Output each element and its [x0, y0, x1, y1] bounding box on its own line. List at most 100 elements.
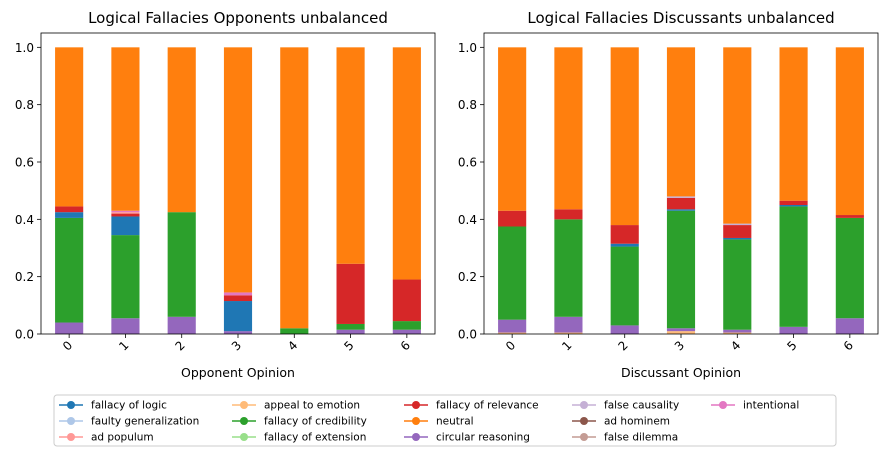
chart-panel-opponents: Logical Fallacies Opponents unbalanced 0.… — [15, 9, 436, 380]
bar-segment-fallacy-of-credibility-5 — [779, 206, 808, 327]
y-tick-label: 0.4 — [15, 213, 34, 227]
legend-label: ad hominem — [604, 416, 670, 428]
legend-label: appeal to emotion — [264, 400, 360, 412]
bar-segment-fallacy-of-relevance-0 — [55, 206, 84, 213]
legend-item-false-dilemma: false dilemma — [572, 432, 678, 444]
bar-segment-neutral-1 — [554, 47, 583, 210]
legend-label: fallacy of relevance — [436, 400, 539, 412]
bar-segment-fallacy-of-relevance-0 — [498, 210, 527, 227]
bar-segment-circular-reasoning-5 — [779, 326, 808, 334]
bar-segment-appeal-to-emotion-4 — [723, 332, 752, 334]
bar-segment-fallacy-of-logic-0 — [55, 212, 84, 218]
y-tick-label: 0.0 — [15, 328, 34, 342]
bar-segment-neutral-2 — [610, 47, 639, 226]
bar-segment-fallacy-of-credibility-6 — [835, 217, 864, 319]
legend-marker — [412, 417, 420, 425]
legend-item-false-causality: false causality — [572, 400, 679, 412]
legend-marker — [240, 401, 248, 409]
legend-marker — [412, 401, 420, 409]
bar-segment-neutral-2 — [167, 47, 196, 213]
x-tick-label: 0 — [60, 338, 75, 353]
bar-segment-fallacy-of-relevance-3 — [666, 197, 696, 210]
y-tick-label: 0.8 — [15, 98, 34, 112]
bar-segment-intentional-1 — [111, 210, 140, 213]
bar-segment-fallacy-of-credibility-1 — [111, 235, 140, 319]
bar-segment-fallacy-of-credibility-4 — [723, 239, 752, 330]
bar-segment-neutral-0 — [55, 47, 84, 207]
x-tick-label: 0 — [503, 338, 518, 353]
bar-segment-circular-reasoning-6 — [835, 318, 864, 334]
bar-segment-circular-reasoning-0 — [55, 322, 84, 334]
bar-segment-fallacy-of-relevance-6 — [392, 279, 421, 322]
bar-segment-neutral-0 — [498, 47, 527, 211]
legend-item-faulty-generalization: faulty generalization — [59, 416, 199, 428]
legend-item-fallacy-of-relevance: fallacy of relevance — [404, 400, 539, 412]
bar-segment-fallacy-of-relevance-2 — [610, 225, 639, 244]
bar-segment-fallacy-of-logic-4 — [723, 237, 752, 240]
bar-segment-fallacy-of-logic-2 — [610, 243, 639, 247]
y-tick-label: 0.2 — [15, 270, 34, 284]
bar-segment-appeal-to-emotion-3 — [666, 331, 696, 334]
legend-label: fallacy of credibility — [264, 416, 367, 428]
x-tick-label: 1 — [559, 338, 574, 353]
bar-segment-fallacy-of-credibility-6 — [392, 321, 421, 330]
y-tick-label: 1.0 — [15, 41, 34, 55]
x-tick-label: 3 — [229, 338, 244, 353]
bar-segment-neutral-4 — [723, 47, 752, 224]
bar-segment-fallacy-of-relevance-3 — [223, 295, 253, 302]
bar-segment-circular-reasoning-2 — [167, 316, 196, 334]
bar-segment-fallacy-of-relevance-1 — [554, 209, 583, 220]
chart-title: Logical Fallacies Discussants unbalanced — [527, 9, 834, 27]
bar-segment-fallacy-of-relevance-6 — [835, 215, 864, 218]
bar-segment-fallacy-of-relevance-4 — [723, 225, 752, 238]
x-tick-label: 2 — [616, 338, 631, 353]
legend-marker — [580, 433, 588, 441]
x-tick-label: 2 — [173, 338, 188, 353]
x-tick-label: 4 — [285, 338, 300, 353]
bar-segment-circular-reasoning-1 — [111, 318, 140, 334]
legend-marker — [240, 417, 248, 425]
legend-item-intentional: intentional — [711, 400, 799, 412]
legend-marker — [412, 433, 420, 441]
y-tick-label: 0.2 — [458, 270, 477, 284]
legend-item-ad-hominem: ad hominem — [572, 416, 670, 428]
x-tick-label: 4 — [728, 338, 743, 353]
legend-label: intentional — [743, 400, 799, 412]
bar-segment-circular-reasoning-6 — [392, 329, 421, 334]
legend-marker — [580, 417, 588, 425]
legend-marker — [240, 433, 248, 441]
bar-segment-fallacy-of-credibility-0 — [498, 226, 527, 320]
legend-label: false causality — [604, 400, 679, 412]
legend: fallacy of logic faulty generalization ad … — [53, 394, 837, 447]
legend-label: faulty generalization — [91, 416, 199, 428]
bar-segment-circular-reasoning-2 — [610, 325, 639, 334]
x-tick-label: 6 — [398, 338, 413, 353]
bar-segment-fallacy-of-relevance-5 — [779, 200, 808, 205]
bar-segment-fallacy-of-credibility-3 — [666, 210, 696, 329]
bar-segment-circular-reasoning-0 — [498, 319, 527, 333]
bar-segment-circular-reasoning-5 — [336, 329, 365, 334]
bar-segment-fallacy-of-credibility-0 — [55, 217, 84, 323]
x-tick-label: 1 — [116, 338, 131, 353]
y-tick-label: 0.0 — [458, 328, 477, 342]
bar-segment-false-causality-4 — [723, 223, 752, 226]
legend-marker — [580, 401, 588, 409]
legend-label: neutral — [436, 416, 474, 428]
legend-item-fallacy-of-extension: fallacy of extension — [232, 432, 366, 444]
x-axis-label: Discussant Opinion — [621, 365, 741, 380]
bar-segment-neutral-3 — [666, 47, 696, 197]
bar-segment-circular-reasoning-3 — [666, 328, 696, 332]
y-tick-label: 0.6 — [458, 156, 477, 170]
bar-segment-ad-populum-1 — [111, 212, 140, 214]
legend-label: ad populum — [91, 432, 154, 444]
legend-marker — [67, 401, 75, 409]
bar-segment-circular-reasoning-3 — [223, 331, 253, 334]
chart-panel-discussants: Logical Fallacies Discussants unbalanced… — [458, 9, 879, 380]
y-tick-label: 0.8 — [458, 98, 477, 112]
bar-segment-intentional-3 — [223, 292, 253, 296]
x-tick-label: 6 — [841, 338, 856, 353]
bar-segment-appeal-to-emotion-1 — [554, 332, 583, 334]
bar-segment-fallacy-of-logic-3 — [223, 301, 253, 332]
legend-item-neutral: neutral — [404, 416, 474, 428]
bar-segment-circular-reasoning-1 — [554, 316, 583, 333]
